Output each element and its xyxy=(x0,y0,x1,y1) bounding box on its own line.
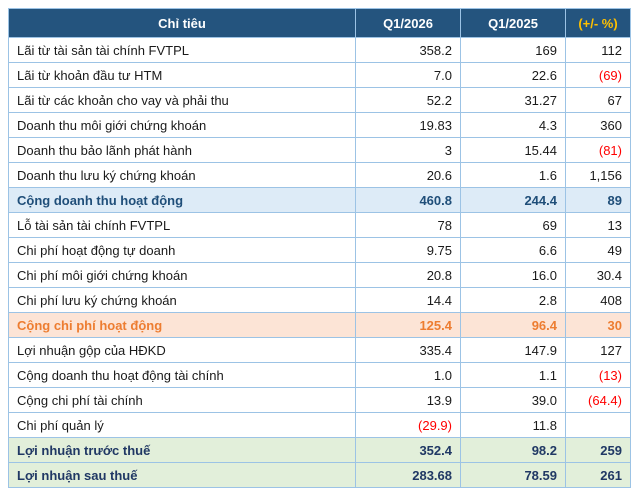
header-row: Chỉ tiêu Q1/2026 Q1/2025 (+/- %) xyxy=(8,8,631,38)
row-label: Chi phí hoạt động tự doanh xyxy=(8,237,356,263)
row-label: Lợi nhuận trước thuế xyxy=(8,437,356,463)
value-change-pct: 89 xyxy=(565,187,631,213)
row-label: Doanh thu môi giới chứng khoán xyxy=(8,112,356,138)
value-q1-2026: 14.4 xyxy=(355,287,461,313)
row-label: Doanh thu bảo lãnh phát hành xyxy=(8,137,356,163)
subtotal-row-expenses: Cộng chi phí hoạt động 125.4 96.4 30 xyxy=(8,312,631,338)
value-q1-2025: 244.4 xyxy=(460,187,566,213)
column-header-q1-2026: Q1/2026 xyxy=(355,8,461,38)
column-header-q1-2025: Q1/2025 xyxy=(460,8,566,38)
row-label: Lãi từ các khoản cho vay và phải thu xyxy=(8,87,356,113)
value-change-pct: (13) xyxy=(565,362,631,388)
value-q1-2025: 98.2 xyxy=(460,437,566,463)
value-change-pct: 67 xyxy=(565,87,631,113)
row-label: Lỗ tài sản tài chính FVTPL xyxy=(8,212,356,238)
value-q1-2026: 52.2 xyxy=(355,87,461,113)
row-label: Lợi nhuận sau thuế xyxy=(8,462,356,488)
table-row: Lãi từ khoản đầu tư HTM 7.0 22.6 (69) xyxy=(8,62,631,88)
value-q1-2025: 16.0 xyxy=(460,262,566,288)
value-q1-2026: 125.4 xyxy=(355,312,461,338)
table-row: Cộng chi phí tài chính 13.9 39.0 (64.4) xyxy=(8,387,631,413)
total-row-profit-after-tax: Lợi nhuận sau thuế 283.68 78.59 261 xyxy=(8,462,631,488)
value-q1-2025: 169 xyxy=(460,37,566,63)
value-q1-2025: 31.27 xyxy=(460,87,566,113)
value-q1-2026: 460.8 xyxy=(355,187,461,213)
value-q1-2026: 352.4 xyxy=(355,437,461,463)
value-q1-2025: 11.8 xyxy=(460,412,566,438)
value-q1-2025: 22.6 xyxy=(460,62,566,88)
value-change-pct: 30 xyxy=(565,312,631,338)
value-q1-2026: 9.75 xyxy=(355,237,461,263)
value-q1-2025: 78.59 xyxy=(460,462,566,488)
value-q1-2026: 7.0 xyxy=(355,62,461,88)
table-row: Lợi nhuận gộp của HĐKD 335.4 147.9 127 xyxy=(8,337,631,363)
table-row: Lãi từ tài sản tài chính FVTPL 358.2 169… xyxy=(8,37,631,63)
row-label: Cộng chi phí tài chính xyxy=(8,387,356,413)
value-change-pct: 360 xyxy=(565,112,631,138)
value-q1-2026: 20.8 xyxy=(355,262,461,288)
value-q1-2026: 3 xyxy=(355,137,461,163)
value-change-pct: 13 xyxy=(565,212,631,238)
value-q1-2025: 1.1 xyxy=(460,362,566,388)
value-q1-2025: 6.6 xyxy=(460,237,566,263)
table-row: Lãi từ các khoản cho vay và phải thu 52.… xyxy=(8,87,631,113)
table-row: Doanh thu bảo lãnh phát hành 3 15.44 (81… xyxy=(8,137,631,163)
row-label: Chi phí quản lý xyxy=(8,412,356,438)
value-change-pct: 30.4 xyxy=(565,262,631,288)
table-row: Chi phí lưu ký chứng khoán 14.4 2.8 408 xyxy=(8,287,631,313)
column-header-chi-tieu: Chỉ tiêu xyxy=(8,8,356,38)
value-q1-2026: 358.2 xyxy=(355,37,461,63)
financial-results-table: Chỉ tiêu Q1/2026 Q1/2025 (+/- %) Lãi từ … xyxy=(8,8,631,488)
value-change-pct xyxy=(565,412,631,438)
table-row: Doanh thu lưu ký chứng khoán 20.6 1.6 1,… xyxy=(8,162,631,188)
value-q1-2026: 19.83 xyxy=(355,112,461,138)
subtotal-row-revenue: Cộng doanh thu hoạt động 460.8 244.4 89 xyxy=(8,187,631,213)
value-change-pct: (64.4) xyxy=(565,387,631,413)
value-q1-2025: 69 xyxy=(460,212,566,238)
value-change-pct: 1,156 xyxy=(565,162,631,188)
table-row: Chi phí hoạt động tự doanh 9.75 6.6 49 xyxy=(8,237,631,263)
row-label: Cộng chi phí hoạt động xyxy=(8,312,356,338)
value-change-pct: 259 xyxy=(565,437,631,463)
value-change-pct: 127 xyxy=(565,337,631,363)
value-q1-2025: 147.9 xyxy=(460,337,566,363)
table-row: Doanh thu môi giới chứng khoán 19.83 4.3… xyxy=(8,112,631,138)
column-header-change-pct: (+/- %) xyxy=(565,8,631,38)
value-q1-2026: 78 xyxy=(355,212,461,238)
row-label: Lãi từ tài sản tài chính FVTPL xyxy=(8,37,356,63)
value-change-pct: 49 xyxy=(565,237,631,263)
row-label: Chi phí lưu ký chứng khoán xyxy=(8,287,356,313)
row-label: Lợi nhuận gộp của HĐKD xyxy=(8,337,356,363)
table-row: Chi phí môi giới chứng khoán 20.8 16.0 3… xyxy=(8,262,631,288)
row-label: Cộng doanh thu hoạt động tài chính xyxy=(8,362,356,388)
row-label: Chi phí môi giới chứng khoán xyxy=(8,262,356,288)
value-change-pct: (69) xyxy=(565,62,631,88)
value-change-pct: 408 xyxy=(565,287,631,313)
value-q1-2026: 13.9 xyxy=(355,387,461,413)
value-q1-2026: 283.68 xyxy=(355,462,461,488)
value-change-pct: (81) xyxy=(565,137,631,163)
value-q1-2026: 1.0 xyxy=(355,362,461,388)
table-row: Cộng doanh thu hoạt động tài chính 1.0 1… xyxy=(8,362,631,388)
table-row: Chi phí quản lý (29.9) 11.8 xyxy=(8,412,631,438)
value-q1-2026: 20.6 xyxy=(355,162,461,188)
value-q1-2025: 4.3 xyxy=(460,112,566,138)
value-q1-2025: 1.6 xyxy=(460,162,566,188)
value-change-pct: 112 xyxy=(565,37,631,63)
value-q1-2025: 39.0 xyxy=(460,387,566,413)
total-row-profit-before-tax: Lợi nhuận trước thuế 352.4 98.2 259 xyxy=(8,437,631,463)
value-q1-2025: 2.8 xyxy=(460,287,566,313)
value-q1-2026: (29.9) xyxy=(355,412,461,438)
row-label: Doanh thu lưu ký chứng khoán xyxy=(8,162,356,188)
row-label: Lãi từ khoản đầu tư HTM xyxy=(8,62,356,88)
row-label: Cộng doanh thu hoạt động xyxy=(8,187,356,213)
value-change-pct: 261 xyxy=(565,462,631,488)
value-q1-2025: 96.4 xyxy=(460,312,566,338)
value-q1-2026: 335.4 xyxy=(355,337,461,363)
table-row: Lỗ tài sản tài chính FVTPL 78 69 13 xyxy=(8,212,631,238)
value-q1-2025: 15.44 xyxy=(460,137,566,163)
